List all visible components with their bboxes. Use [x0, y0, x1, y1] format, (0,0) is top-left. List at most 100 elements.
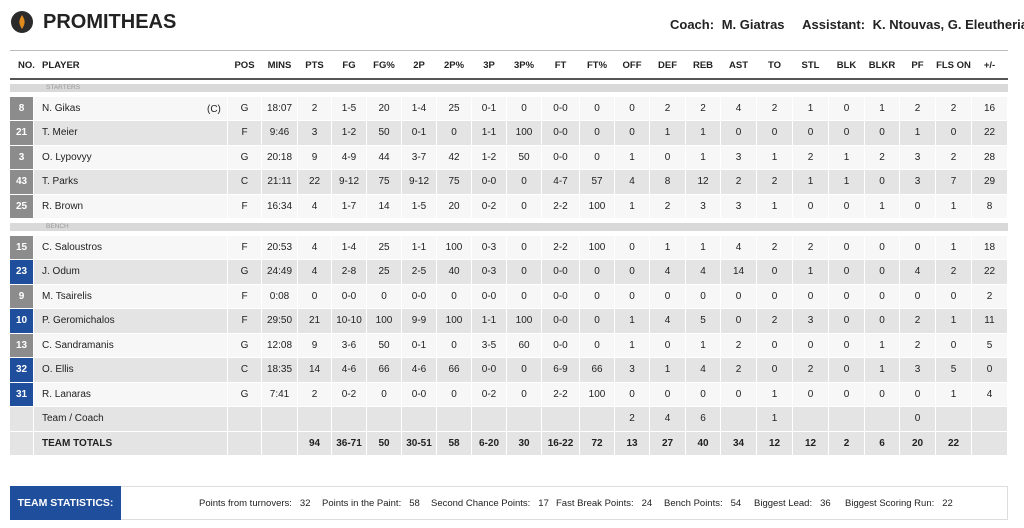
team-stat: Biggest Scoring Run: 22	[845, 498, 953, 509]
stat-cell: 3	[793, 309, 829, 334]
stat-cell: 0-0	[472, 358, 507, 383]
stat-cell	[793, 407, 829, 432]
stat-cell: 0	[829, 260, 865, 285]
player-name: T. Parks	[34, 170, 228, 195]
assistants: K. Ntouvas, G. Eleutheriadis	[872, 17, 1024, 32]
stat-cell: 0	[367, 382, 402, 407]
stat-cell: 50	[507, 145, 542, 170]
stat-cell: 16	[972, 96, 1008, 121]
column-header: OFF	[615, 52, 650, 78]
stat-cell: 0	[580, 333, 615, 358]
stat-cell: 0	[650, 333, 686, 358]
stat-cell: 0	[829, 284, 865, 309]
stat-cell: 18:07	[262, 96, 298, 121]
stat-cell: 0	[507, 358, 542, 383]
stat-cell: 44	[367, 145, 402, 170]
stat-cell: 60	[507, 333, 542, 358]
stat-cell: 0	[615, 235, 650, 260]
player-number: 43	[10, 170, 34, 195]
stat-cell: 0-1	[402, 333, 437, 358]
stat-cell: 3	[721, 194, 757, 219]
stat-cell: 66	[437, 358, 472, 383]
stat-cell: 1-1	[472, 121, 507, 146]
stat-cell: 2-8	[332, 260, 367, 285]
stat-cell: 0	[865, 382, 900, 407]
table-top-rule	[10, 50, 1008, 51]
stat-cell: 0	[829, 235, 865, 260]
stat-cell: 4-9	[332, 145, 367, 170]
team-stat-label: Biggest Lead:	[754, 498, 813, 509]
column-header: STL	[793, 52, 829, 78]
stat-cell: 4	[650, 407, 686, 432]
stat-cell: 5	[972, 333, 1008, 358]
stat-cell: 1-4	[402, 96, 437, 121]
stat-cell: 3	[721, 145, 757, 170]
stat-cell: 2-2	[542, 382, 580, 407]
stat-cell: 3	[900, 145, 936, 170]
column-header: 2P	[402, 52, 437, 78]
stat-cell: 8	[972, 194, 1008, 219]
stat-cell: 66	[367, 358, 402, 383]
stat-cell: 2	[972, 284, 1008, 309]
stat-cell: 18	[972, 235, 1008, 260]
stat-cell: 20	[367, 96, 402, 121]
stat-cell: 14	[367, 194, 402, 219]
column-header: PF	[900, 52, 936, 78]
stat-cell: 0	[900, 235, 936, 260]
stat-cell: 0	[615, 284, 650, 309]
stat-cell: 100	[507, 121, 542, 146]
stat-cell: 1	[936, 309, 972, 334]
stat-cell: 66	[580, 358, 615, 383]
stat-cell: 1	[686, 333, 721, 358]
stat-cell: 0	[865, 170, 900, 195]
stat-cell: 1	[936, 194, 972, 219]
stat-cell: 100	[580, 194, 615, 219]
stat-cell: 40	[686, 431, 721, 456]
stat-cell	[402, 407, 437, 432]
stat-cell: 16-22	[542, 431, 580, 456]
stat-cell: 0-0	[542, 260, 580, 285]
stat-cell: 1	[757, 382, 793, 407]
stat-cell: 2	[900, 333, 936, 358]
stat-cell: 4	[650, 309, 686, 334]
stat-cell: 0	[507, 284, 542, 309]
stat-cell: 0	[829, 382, 865, 407]
stat-cell: 0-1	[472, 96, 507, 121]
stat-cell: 4	[615, 170, 650, 195]
stat-cell: 1	[936, 235, 972, 260]
stat-cell: 1	[936, 382, 972, 407]
stat-cell: G	[228, 145, 262, 170]
stat-cell: 0	[829, 358, 865, 383]
stat-cell: 0	[757, 358, 793, 383]
stat-cell: 1	[650, 358, 686, 383]
player-number: 21	[10, 121, 34, 146]
stat-cell: G	[228, 260, 262, 285]
stat-cell: 2	[936, 260, 972, 285]
stat-cell: 1	[650, 121, 686, 146]
stat-cell: 2	[686, 96, 721, 121]
stat-cell: 2	[615, 407, 650, 432]
stat-cell: 1-1	[402, 235, 437, 260]
stat-cell: 0	[900, 407, 936, 432]
player-number: 13	[10, 333, 34, 358]
stat-cell: 3-6	[332, 333, 367, 358]
stat-cell: 30	[507, 431, 542, 456]
stat-cell: 28	[972, 145, 1008, 170]
team-stat-value: 36	[820, 498, 831, 509]
stat-cell: 25	[437, 96, 472, 121]
stat-cell: 0	[865, 284, 900, 309]
stat-cell: 0	[580, 284, 615, 309]
stat-cell: 0	[298, 284, 332, 309]
stat-cell: 0	[650, 145, 686, 170]
stat-cell: 57	[580, 170, 615, 195]
stat-cell: 1-5	[402, 194, 437, 219]
header-rule	[10, 78, 1008, 80]
column-header: BLK	[829, 52, 865, 78]
stat-cell: 2	[298, 382, 332, 407]
stat-cell: 0	[580, 145, 615, 170]
stat-cell: F	[228, 284, 262, 309]
stat-cell: 100	[437, 235, 472, 260]
player-name: R. Lanaras	[34, 382, 228, 407]
stat-cell: 29	[972, 170, 1008, 195]
stat-cell: 22	[972, 121, 1008, 146]
